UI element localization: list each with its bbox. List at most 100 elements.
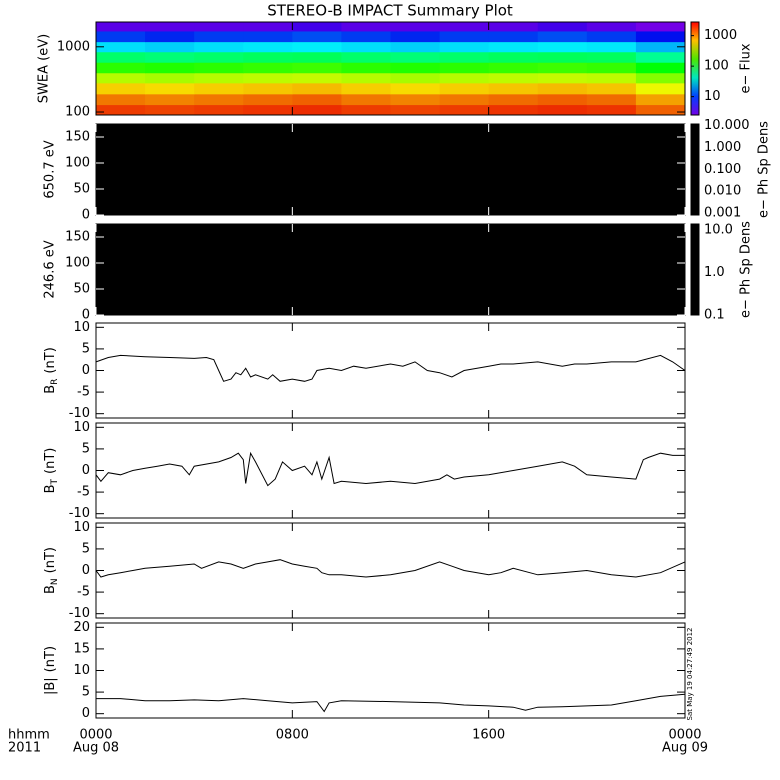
y-tick-label: 1000 — [57, 39, 90, 54]
y-tick-label: 10 — [73, 520, 90, 535]
heatmap-cell — [243, 41, 293, 53]
heatmap-cell — [537, 41, 588, 53]
heatmap-cell — [635, 93, 686, 106]
heatmap-cell — [243, 22, 293, 32]
y-tick-label: 5 — [82, 341, 90, 356]
heatmap-cell — [243, 104, 293, 116]
y-tick-label: 5 — [82, 541, 90, 556]
y-tick-label: 0 — [82, 208, 90, 223]
heatmap-cell — [488, 30, 539, 43]
heatmap-cell — [243, 82, 293, 95]
heatmap-cell — [145, 30, 195, 43]
heatmap-cell — [292, 104, 342, 116]
y-axis-label: BT (nT) — [43, 448, 60, 494]
heatmap-cell — [635, 62, 686, 74]
heatmap-cell — [341, 82, 391, 95]
heatmap-cell — [537, 104, 588, 116]
heatmap-cell — [145, 82, 195, 95]
heatmap-cell — [341, 41, 391, 53]
heatmap-cell — [439, 72, 490, 84]
y-tick-label: 0 — [82, 363, 90, 378]
heatmap-cell — [586, 22, 637, 32]
heatmap-cell — [96, 30, 146, 43]
heatmap-cell — [194, 62, 244, 74]
heatmap-cell — [537, 51, 588, 63]
y-tick-label: 5 — [82, 685, 90, 700]
heatmap-cell — [194, 51, 244, 63]
heatmap-cell — [341, 62, 391, 74]
heatmap-cell — [243, 30, 293, 43]
y-axis-label: 650.7 eV — [43, 140, 58, 198]
data-line — [95, 354, 686, 382]
data-line — [96, 693, 686, 713]
y-tick-label: -10 — [69, 406, 90, 421]
heatmap-cell — [341, 72, 391, 84]
y-tick-label: 100 — [65, 156, 90, 171]
heatmap-cell — [145, 41, 195, 53]
colorbar-tick-label: 0.1 — [704, 308, 725, 323]
panel-frame — [95, 322, 686, 419]
heatmap-cell — [537, 62, 588, 74]
heatmap-cell — [390, 82, 441, 95]
data-line — [95, 451, 685, 487]
heatmap-cell — [390, 22, 441, 32]
colorbar-tick-label: 0.001 — [704, 205, 741, 220]
colorbar — [690, 21, 700, 116]
heatmap-cell — [586, 30, 637, 43]
heatmap-cell — [194, 104, 244, 116]
y-axis-label: BN (nT) — [43, 547, 60, 594]
y-label-unit: (nT) — [43, 347, 58, 373]
heatmap-cell — [488, 22, 539, 32]
heatmap-cell — [292, 62, 342, 74]
heatmap-cell — [488, 82, 539, 95]
heatmap-cell — [194, 93, 244, 106]
heatmap-cell — [537, 82, 588, 95]
empty-spectrogram — [96, 124, 685, 215]
y-tick-label: 100 — [65, 256, 90, 271]
y-tick-label: 150 — [65, 130, 90, 145]
colorbar-label: e− Ph Sp Dens — [739, 221, 754, 318]
heatmap-cell — [439, 62, 490, 74]
heatmap-cell — [243, 93, 293, 106]
heatmap-cell — [292, 82, 342, 95]
heatmap-cell — [96, 51, 146, 63]
y-tick-label: 5 — [82, 441, 90, 456]
heatmap-cell — [292, 72, 342, 84]
y-axis-label: 246.6 eV — [43, 240, 58, 298]
panel-frame — [95, 522, 686, 619]
colorbar-tick-label: 10.0 — [704, 223, 733, 238]
colorbar-tick-label: 100 — [704, 59, 729, 74]
heatmap-cell — [635, 104, 686, 116]
heatmap-cell — [96, 41, 146, 53]
colorbar-tick-label: 10 — [704, 89, 721, 104]
heatmap-cell — [194, 41, 244, 53]
heatmap-cell — [439, 82, 490, 95]
heatmap-cell — [635, 30, 686, 43]
y-label-symbol: B — [43, 585, 58, 594]
heatmap-cell — [439, 41, 490, 53]
colorbar-label: e− Ph Sp Dens — [757, 121, 772, 218]
x-unit: hhmm — [8, 728, 50, 743]
data-line — [95, 559, 686, 578]
heatmap-cell — [390, 93, 441, 106]
heatmap-cell — [292, 22, 342, 32]
panel-frame — [95, 123, 686, 216]
x-date-label: Aug 09 — [662, 741, 708, 756]
heatmap-cell — [537, 93, 588, 106]
colorbar-label: e− Flux — [739, 43, 754, 93]
timestamp: Sat May 19 04:27:49 2012 — [686, 627, 694, 720]
heatmap-cell — [96, 22, 146, 32]
heatmap-cell — [194, 22, 244, 32]
colorbar-tick-label: 10.000 — [704, 118, 750, 133]
heatmap-cell — [96, 104, 146, 116]
heatmap-cell — [635, 41, 686, 53]
heatmap-cell — [390, 41, 441, 53]
y-tick-label: -5 — [77, 385, 90, 400]
colorbar-tick-label: 1.0 — [704, 265, 725, 280]
y-axis-label: |B| (nT) — [43, 646, 58, 695]
heatmap-cell — [488, 41, 539, 53]
heatmap-cell — [439, 104, 490, 116]
y-axis-label: BR (nT) — [43, 347, 60, 394]
y-label-symbol: B — [43, 385, 58, 394]
